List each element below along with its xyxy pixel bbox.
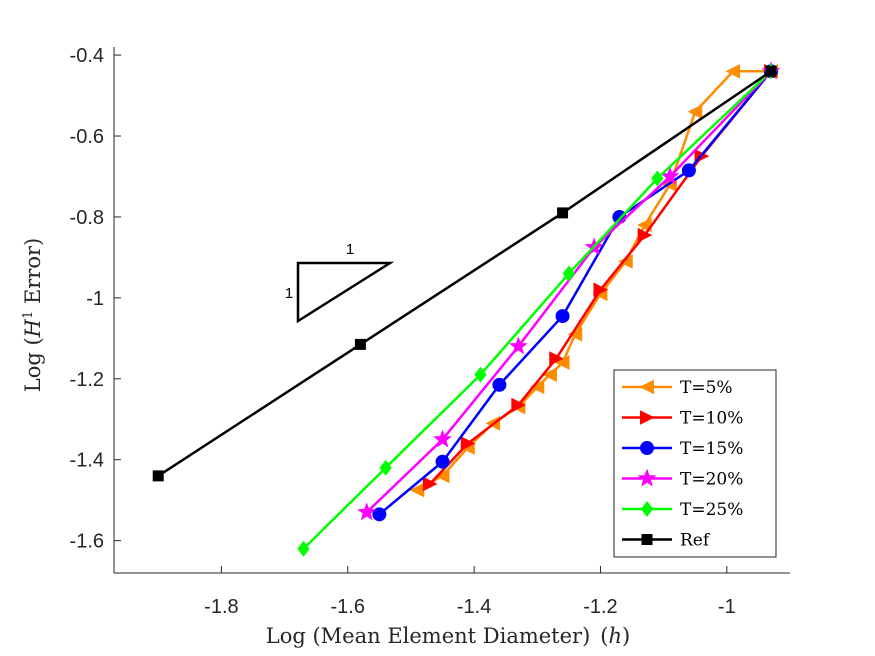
series-ref bbox=[152, 65, 777, 482]
legend-label: T=10% bbox=[680, 409, 743, 429]
y-tick-label: -0.4 bbox=[70, 45, 104, 67]
slope-triangle: 1 1 bbox=[285, 241, 395, 324]
series-line-t-25 bbox=[302, 70, 772, 550]
data-point-ref bbox=[152, 470, 164, 482]
legend-label: T=20% bbox=[680, 470, 743, 490]
y-tick-label: -1.6 bbox=[70, 531, 104, 553]
legend-item-t-15: T=15% bbox=[622, 439, 743, 459]
series-line-t-20 bbox=[365, 70, 772, 514]
slope-triangle-shape bbox=[296, 261, 395, 324]
axis-labels: Log (Mean Element Diameter) (h) Log (H1 E… bbox=[21, 238, 630, 648]
y-axis-label-sup: 1 bbox=[21, 311, 36, 319]
x-tick-label: -1.4 bbox=[457, 596, 491, 618]
data-point-t-20 bbox=[433, 429, 452, 448]
y-axis-label: Log (H1 Error) bbox=[21, 238, 45, 392]
x-tick-label: -1.8 bbox=[204, 596, 238, 618]
slope-triangle-vertical-label: 1 bbox=[285, 285, 293, 302]
slope-triangle-horizontal-label: 1 bbox=[346, 241, 354, 258]
legend-item-ref: Ref bbox=[622, 531, 711, 551]
series-layer bbox=[152, 61, 781, 557]
data-point-t-25 bbox=[474, 366, 487, 383]
x-axis-label: Log (Mean Element Diameter) (h) bbox=[266, 624, 630, 648]
data-point-t-15 bbox=[681, 163, 696, 178]
legend-label: T=25% bbox=[680, 500, 743, 520]
axes: -1.8 -1.6 -1.4 -1.2 -1 -0.4 -0.6 -0.8 -1 -1.2 -1.4… bbox=[70, 45, 790, 618]
x-axis-label-main: Log (Mean Element Diameter) bbox=[266, 624, 591, 648]
y-tick-label: -1 bbox=[86, 288, 104, 310]
x-tick-label: -1.6 bbox=[331, 596, 365, 618]
data-point-t-15 bbox=[492, 377, 507, 392]
legend-item-t-10: T=10% bbox=[622, 409, 743, 429]
legend-label: T=15% bbox=[680, 439, 743, 459]
legend-label: Ref bbox=[680, 531, 711, 551]
x-tick-label: -1 bbox=[718, 596, 736, 618]
legend-marker bbox=[640, 501, 654, 517]
data-point-t-5 bbox=[542, 367, 557, 383]
data-point-t-15 bbox=[555, 309, 570, 324]
legend-marker bbox=[641, 534, 653, 545]
legend-item-t-20: T=20% bbox=[622, 468, 743, 490]
x-axis-label-symbol: h bbox=[608, 624, 622, 648]
data-point-t-5 bbox=[554, 355, 570, 370]
data-point-t-15 bbox=[372, 507, 387, 522]
legend-marker bbox=[637, 468, 657, 487]
data-point-t-10 bbox=[422, 476, 438, 492]
y-axis-label-symbol: H bbox=[21, 318, 45, 338]
legend-item-t-5: T=5% bbox=[622, 378, 733, 398]
data-point-t-25 bbox=[562, 265, 576, 282]
data-point-t-5 bbox=[687, 104, 703, 120]
data-point-t-25 bbox=[651, 170, 664, 187]
y-tick-label: -1.4 bbox=[70, 450, 104, 472]
y-tick-label: -0.8 bbox=[70, 207, 104, 229]
x-tick-label: -1.2 bbox=[583, 596, 617, 618]
y-axis-label-suffix: Error) bbox=[21, 238, 45, 311]
data-point-ref bbox=[354, 338, 366, 350]
data-point-ref bbox=[557, 207, 569, 219]
legend: T=5% T=10% T=15% T=20% T=25% Ref bbox=[613, 369, 777, 558]
series-line-ref bbox=[157, 70, 772, 477]
legend-marker bbox=[640, 441, 654, 455]
legend-label: T=5% bbox=[680, 378, 733, 398]
legend-box bbox=[613, 369, 777, 558]
data-point-t-20 bbox=[357, 502, 377, 521]
data-point-t-20 bbox=[508, 336, 528, 355]
data-point-t-25 bbox=[297, 540, 310, 557]
y-axis-label-prefix: Log ( bbox=[21, 337, 45, 392]
data-point-t-15 bbox=[435, 454, 450, 469]
data-point-t-5 bbox=[434, 468, 450, 484]
data-point-t-10 bbox=[549, 351, 564, 366]
data-point-t-10 bbox=[460, 436, 476, 451]
legend-item-t-25: T=25% bbox=[622, 500, 743, 520]
data-point-t-25 bbox=[379, 459, 392, 476]
data-point-t-10 bbox=[511, 397, 526, 413]
legend-marker bbox=[639, 379, 654, 395]
data-point-t-5 bbox=[725, 63, 741, 79]
y-tick-label: -1.2 bbox=[70, 369, 104, 391]
data-point-t-15 bbox=[612, 209, 627, 224]
data-point-t-10 bbox=[593, 282, 609, 298]
data-point-ref bbox=[765, 65, 777, 77]
data-point-t-10 bbox=[637, 227, 653, 243]
y-tick-label: -0.6 bbox=[70, 126, 104, 148]
legend-marker bbox=[640, 410, 655, 425]
